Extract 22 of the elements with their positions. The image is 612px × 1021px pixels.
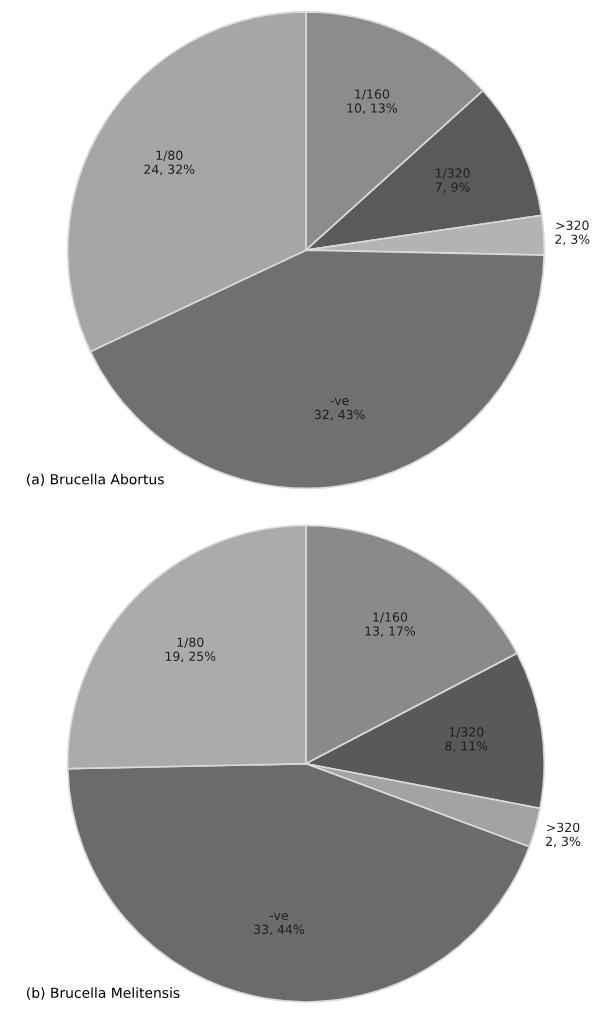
slice-label: 1/160 [373, 612, 408, 623]
data-label: 32, 43% [314, 409, 365, 421]
slice-label: -ve [330, 398, 349, 406]
slice-label: 1/160 [355, 89, 390, 100]
slice-label: -ve [269, 912, 288, 921]
slice-label: 1/80 [156, 150, 183, 161]
slice-label: 1/80 [177, 637, 204, 648]
text: (b) Brucella Melitensis [27, 987, 180, 1000]
data-label: 2, 3% [546, 836, 581, 848]
data-label: 8, 11% [445, 741, 488, 752]
data-label: 2, 3% [555, 234, 590, 246]
slice-label: >320 [547, 822, 580, 833]
slice-label: >320 [556, 220, 589, 231]
data-label: 10, 13% [347, 103, 398, 115]
text: (a) Brucella Abortus [27, 473, 164, 487]
data-label: 7, 9% [435, 182, 470, 194]
data-label: 19, 25% [165, 651, 216, 663]
data-label: 33, 44% [254, 924, 305, 936]
slice-label: 1/320 [435, 168, 470, 179]
slice-label: 1/320 [449, 727, 484, 738]
data-label: 24, 32% [144, 164, 195, 176]
data-label: 13, 17% [365, 626, 416, 638]
